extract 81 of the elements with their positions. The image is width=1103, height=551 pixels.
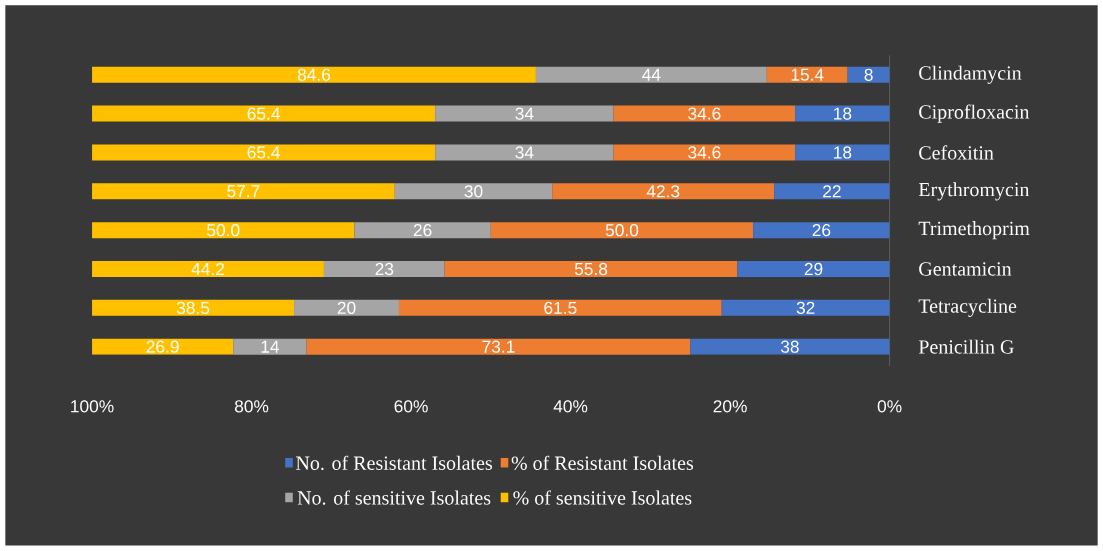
data-label: 50.0 bbox=[605, 224, 639, 237]
bar bbox=[737, 261, 890, 278]
bar bbox=[233, 338, 307, 355]
bar bbox=[795, 105, 890, 122]
bar bbox=[394, 183, 553, 200]
y-tick-label: Clindamycin bbox=[919, 65, 1022, 84]
x2-tick-label: 20% bbox=[713, 400, 747, 413]
legend-label: % of sensitive Isolates bbox=[513, 490, 692, 505]
bar bbox=[435, 105, 614, 122]
data-label: 73.1 bbox=[482, 340, 515, 353]
legend-label: % of Resistant Isolates bbox=[511, 455, 694, 471]
data-label: 44.2 bbox=[191, 263, 224, 276]
data-label: 65.4 bbox=[247, 146, 280, 159]
bar bbox=[444, 261, 738, 278]
data-label: 26.9 bbox=[146, 340, 179, 353]
data-label: 22 bbox=[823, 185, 841, 198]
bar bbox=[435, 144, 614, 161]
data-label: 23 bbox=[375, 262, 394, 276]
bar bbox=[753, 222, 890, 239]
data-label: 44 bbox=[642, 68, 661, 81]
legend-label: No. of Resistant Isolates bbox=[296, 455, 492, 471]
y-tick-label: Erythromycin bbox=[918, 182, 1030, 201]
y-tick-label: Cefoxitin bbox=[919, 145, 994, 160]
bar bbox=[552, 183, 775, 200]
data-label: 61.5 bbox=[544, 301, 577, 315]
data-label: 34.6 bbox=[688, 107, 721, 120]
y-tick-label: Ciprofloxacin bbox=[919, 104, 1030, 123]
x2-tick-label: 100% bbox=[71, 400, 114, 413]
data-label: 20 bbox=[337, 301, 356, 315]
bar bbox=[398, 299, 722, 316]
y-tick-label: Trimethoprim bbox=[918, 221, 1030, 240]
bar bbox=[294, 299, 399, 316]
bar bbox=[490, 222, 754, 239]
bar bbox=[774, 183, 890, 200]
bar bbox=[721, 299, 890, 316]
y-tick-label: Penicillin G bbox=[918, 339, 1014, 354]
data-label: 30 bbox=[464, 185, 483, 198]
bar bbox=[795, 144, 890, 161]
data-label: 38 bbox=[780, 340, 799, 353]
bar bbox=[690, 338, 890, 355]
data-label: 26 bbox=[413, 224, 432, 237]
bar bbox=[613, 105, 796, 122]
data-label: 42.3 bbox=[646, 185, 680, 198]
bar bbox=[766, 66, 848, 83]
bar bbox=[306, 338, 691, 355]
data-label: 34 bbox=[515, 146, 534, 159]
data-label: 57.7 bbox=[227, 185, 260, 198]
bar bbox=[323, 261, 445, 278]
bar bbox=[535, 66, 767, 83]
data-label: 18 bbox=[834, 107, 852, 120]
bar bbox=[92, 222, 355, 239]
y-tick-label: Gentamicin bbox=[919, 262, 1012, 276]
legend-label: No. of sensitive Isolates bbox=[297, 490, 491, 505]
data-label: 50.0 bbox=[207, 224, 240, 237]
data-label: 14 bbox=[261, 340, 280, 353]
data-label: 18 bbox=[834, 146, 852, 159]
data-label: 15.4 bbox=[791, 68, 824, 81]
bar bbox=[92, 105, 436, 122]
data-label: 65.4 bbox=[247, 107, 280, 120]
bar bbox=[92, 66, 536, 83]
data-label: 84.6 bbox=[297, 68, 331, 81]
x2-tick-label: 80% bbox=[234, 400, 269, 413]
bar bbox=[92, 144, 436, 161]
x2-tick-label: 40% bbox=[553, 400, 588, 413]
bar bbox=[847, 66, 890, 83]
y-tick-label: Tetracycline bbox=[918, 298, 1017, 318]
bar bbox=[92, 183, 395, 200]
bar bbox=[92, 261, 324, 278]
bar bbox=[613, 144, 796, 161]
data-label: 38.5 bbox=[176, 301, 210, 315]
bar bbox=[354, 222, 491, 239]
data-label: 55.8 bbox=[574, 262, 608, 276]
bar bbox=[92, 299, 295, 316]
x2-tick-label: 0% bbox=[877, 400, 902, 413]
x2-tick-label: 60% bbox=[394, 400, 428, 413]
data-label: 29 bbox=[804, 262, 823, 276]
data-label: 8 bbox=[864, 68, 873, 81]
data-label: 32 bbox=[796, 301, 815, 315]
data-label: 34 bbox=[515, 107, 534, 120]
data-label: 26 bbox=[812, 224, 831, 237]
data-label: 34.6 bbox=[688, 146, 721, 159]
